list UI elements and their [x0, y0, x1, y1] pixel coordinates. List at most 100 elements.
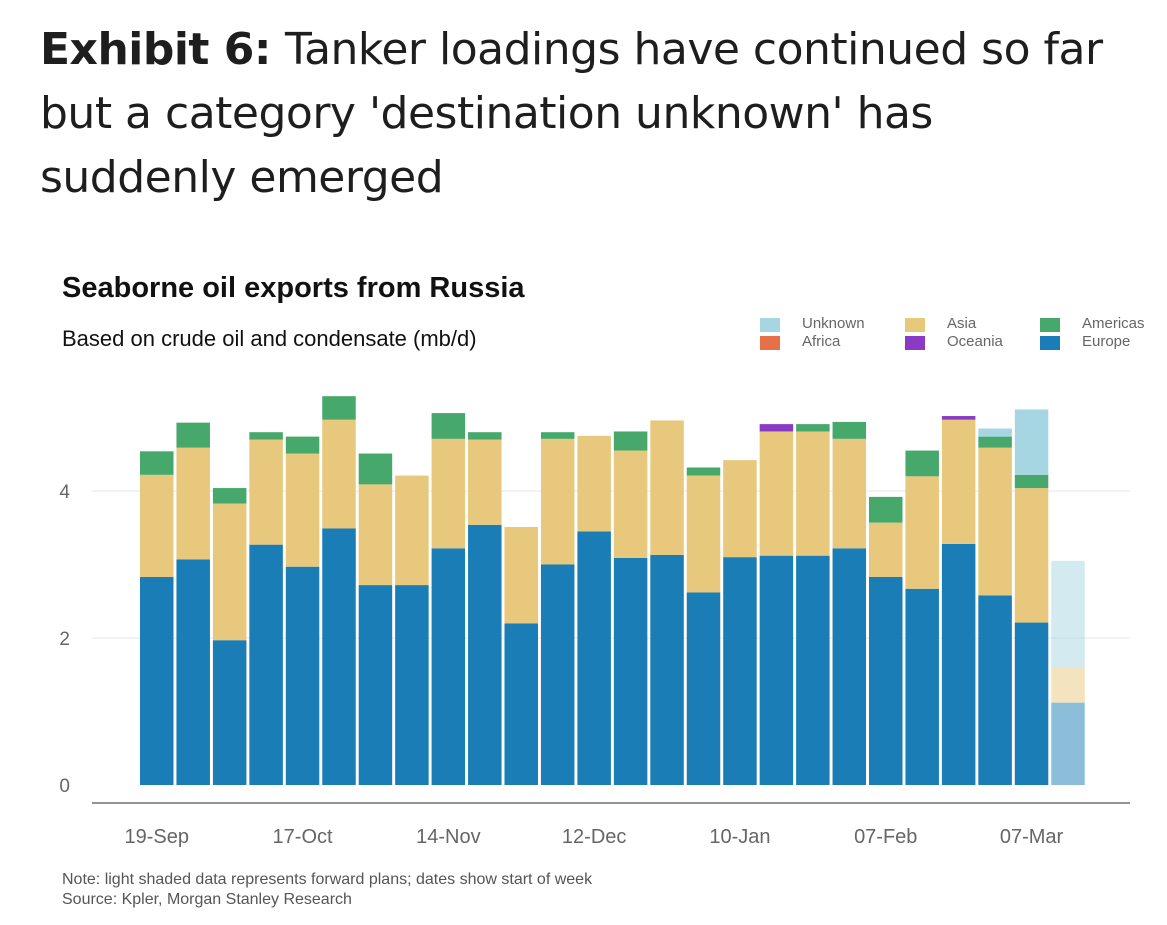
bar-segment-europe: [577, 531, 611, 785]
bar-segment-europe: [759, 555, 794, 785]
bar-segment-americas: [540, 432, 575, 439]
bar-segment-americas: [431, 413, 466, 439]
legend-swatch: [905, 336, 925, 350]
y-tick-label: 2: [59, 629, 70, 650]
bar-segment-europe: [176, 559, 210, 785]
bar-segment-europe: [905, 588, 939, 785]
bar-segment-americas: [686, 467, 721, 476]
bar-segment-asia: [504, 527, 538, 624]
bar-segment-asia: [1014, 488, 1049, 623]
bar-segment-asia: [322, 419, 356, 529]
bar-segment-asia: [212, 503, 247, 641]
bar-segment-europe: [540, 564, 575, 785]
x-tick-label: 14-Nov: [416, 826, 480, 848]
y-tick-label: 4: [59, 482, 70, 503]
legend-swatch: [1040, 336, 1060, 350]
note-text: Note: light shaded data represents forwa…: [62, 871, 593, 888]
bar-segment-americas: [249, 432, 283, 440]
bar-segment-americas: [212, 488, 247, 504]
legend-label: Africa: [802, 333, 841, 350]
bar-segment-asia: [468, 439, 502, 525]
bar-segment-europe: [212, 640, 247, 785]
bar-segment-americas: [1014, 474, 1049, 489]
bar-segment-europe: [431, 548, 466, 785]
bar-segment-asia: [249, 439, 283, 545]
bar-segment-asia: [395, 475, 429, 586]
bar-segment-europe: [650, 554, 684, 785]
bar-segment-asia: [176, 447, 210, 560]
bar-segment-asia: [650, 420, 684, 555]
bar-segment-europe: [249, 544, 283, 785]
chart-footnote: Note: light shaded data represents forwa…: [62, 870, 592, 910]
bar-segment-asia: [723, 460, 757, 558]
x-tick-label: 17-Oct: [273, 826, 333, 848]
bar-segment-europe: [358, 585, 393, 785]
bar-segment-europe: [941, 543, 976, 785]
bar-segment-asia: [540, 438, 575, 565]
legend-label: Unknown: [802, 315, 865, 332]
bar-segment-oceania: [941, 416, 976, 420]
bar-segment-asia: [832, 438, 867, 549]
x-tick-label: 12-Dec: [562, 826, 626, 848]
bar-segment-europe: [686, 592, 721, 785]
legend-label: Oceania: [947, 333, 1003, 350]
bar-segment-europe: [285, 566, 320, 785]
bar-segment-asia: [431, 438, 466, 549]
bar-segment-americas: [322, 396, 356, 420]
bar-segment-americas: [285, 436, 320, 454]
x-tick-label: 07-Mar: [1000, 826, 1064, 848]
chart-subtitle: Based on crude oil and condensate (mb/d): [62, 326, 477, 351]
bar-segment-europe: [832, 548, 867, 785]
bar-segment-europe: [796, 555, 830, 785]
legend-swatch: [760, 336, 780, 350]
bar-segment-americas: [140, 451, 174, 475]
bar-segment-asia: [796, 431, 830, 556]
bar-segment-europe: [395, 585, 429, 785]
bar-segment-americas: [796, 424, 830, 432]
bar-segment-europe: [613, 557, 648, 785]
bar-segment-asia: [1051, 667, 1085, 703]
y-tick-label: 0: [59, 776, 70, 797]
bar-segment-asia: [613, 450, 648, 558]
legend-label: Asia: [947, 315, 977, 332]
legend-label: Americas: [1082, 315, 1145, 332]
bar-segment-europe: [140, 576, 174, 785]
bar-segment-americas: [358, 453, 393, 485]
bar-segment-europe: [723, 557, 757, 785]
bar-segment-americas: [869, 496, 903, 523]
bar-segment-asia: [285, 453, 320, 567]
legend-label: Europe: [1082, 333, 1131, 350]
bar-segment-americas: [176, 422, 210, 448]
chart-title: Seaborne oil exports from Russia: [62, 272, 525, 304]
legend-swatch: [760, 318, 780, 332]
bar-segment-asia: [941, 419, 976, 544]
bar-segment-asia: [686, 475, 721, 593]
bar-segment-unknown: [1051, 560, 1085, 668]
bar-segment-europe: [1051, 702, 1085, 785]
bar-segment-asia: [759, 431, 794, 556]
exhibit-heading: Exhibit 6: Tanker loadings have continued…: [40, 18, 1140, 210]
bar-segment-americas: [905, 450, 939, 477]
legend-swatch: [905, 318, 925, 332]
bar-segment-asia: [905, 476, 939, 589]
bar-segment-europe: [978, 595, 1012, 785]
bar-segment-oceania: [759, 424, 794, 432]
bar-segment-asia: [140, 474, 174, 577]
x-tick-label: 07-Feb: [854, 826, 917, 848]
bar-segment-americas: [613, 431, 648, 451]
bar-segment-europe: [322, 528, 356, 785]
bar-segment-asia: [978, 447, 1012, 596]
exhibit-title: Tanker loadings have continued so far bu…: [40, 24, 1103, 203]
bar-segment-unknown: [978, 428, 1012, 437]
bar-segment-asia: [358, 484, 393, 586]
x-tick-label: 10-Jan: [709, 826, 770, 848]
bar-segment-europe: [504, 623, 538, 785]
bar-segment-asia: [577, 435, 611, 532]
bar-segment-americas: [468, 432, 502, 440]
bar-segment-americas: [978, 436, 1012, 448]
bar-segment-europe: [1014, 622, 1049, 785]
legend-swatch: [1040, 318, 1060, 332]
bar-segment-asia: [869, 522, 903, 577]
bar-segment-americas: [832, 421, 867, 439]
